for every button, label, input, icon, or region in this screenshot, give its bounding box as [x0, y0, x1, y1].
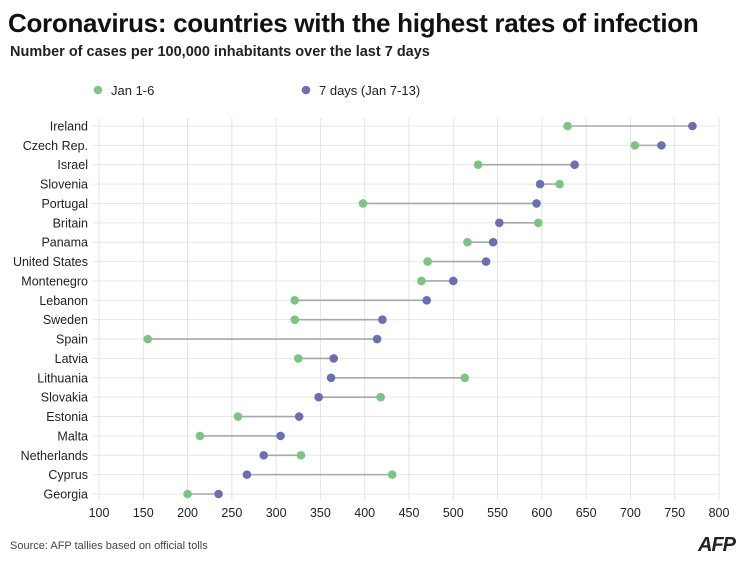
category-label: Georgia — [44, 488, 89, 502]
point-jan-1-6 — [183, 489, 192, 499]
x-tick-label: 700 — [620, 506, 641, 520]
point-jan-7-13 — [570, 160, 579, 170]
point-jan-7-13 — [448, 276, 458, 286]
x-tick-label: 600 — [531, 506, 552, 520]
category-label: Netherlands — [21, 449, 88, 463]
category-label: Lebanon — [39, 294, 88, 308]
point-jan-7-13 — [314, 392, 323, 402]
category-label: Britain — [53, 216, 88, 230]
x-tick-label: 550 — [487, 506, 508, 520]
point-jan-1-6 — [555, 179, 564, 189]
x-tick-label: 200 — [177, 506, 198, 520]
category-label: Portugal — [41, 197, 88, 211]
point-jan-7-13 — [276, 431, 285, 441]
category-label: Latvia — [55, 352, 88, 366]
x-tick-label: 300 — [266, 506, 287, 520]
point-jan-7-13 — [535, 179, 545, 189]
point-jan-1-6 — [563, 121, 572, 131]
category-label: Spain — [56, 333, 88, 347]
point-jan-1-6 — [290, 296, 300, 305]
point-jan-1-6 — [423, 257, 432, 266]
point-jan-7-13 — [326, 373, 336, 383]
category-label: Czech Rep. — [23, 139, 88, 153]
point-jan-1-6 — [143, 334, 153, 344]
x-tick-label: 650 — [576, 506, 597, 520]
point-jan-1-6 — [358, 199, 368, 208]
category-label: Slovenia — [40, 178, 88, 192]
point-jan-1-6 — [293, 354, 303, 363]
category-label: Cyprus — [48, 468, 88, 482]
chart-title: Coronavirus: countries with the highest … — [8, 8, 699, 38]
point-jan-7-13 — [378, 315, 387, 324]
afp-logo: AFP — [698, 534, 736, 556]
point-jan-1-6 — [417, 276, 426, 286]
point-jan-7-13 — [657, 141, 666, 150]
legend-label: Jan 1-6 — [111, 83, 154, 98]
x-tick-label: 150 — [133, 506, 154, 520]
point-jan-7-13 — [372, 334, 382, 344]
source-note: Source: AFP tallies based on official to… — [10, 540, 208, 552]
point-jan-7-13 — [488, 237, 498, 247]
point-jan-7-13 — [422, 296, 432, 305]
x-tick-label: 800 — [709, 506, 730, 520]
x-tick-label: 350 — [310, 506, 331, 520]
point-jan-1-6 — [195, 431, 205, 441]
category-label: Sweden — [43, 313, 88, 327]
x-tick-label: 450 — [399, 506, 420, 520]
category-label: Panama — [41, 236, 88, 250]
point-jan-1-6 — [534, 218, 543, 228]
x-tick-label: 500 — [443, 506, 464, 520]
category-label: Israel — [57, 158, 88, 172]
point-jan-1-6 — [473, 160, 483, 170]
point-jan-1-6 — [387, 470, 397, 479]
point-jan-7-13 — [688, 121, 697, 131]
point-jan-1-6 — [233, 412, 243, 421]
point-jan-7-13 — [329, 354, 339, 363]
x-tick-label: 100 — [89, 506, 110, 520]
x-tick-label: 400 — [354, 506, 375, 520]
category-label: Lithuania — [37, 371, 88, 385]
point-jan-7-13 — [242, 470, 252, 479]
point-jan-7-13 — [214, 489, 223, 499]
category-label: Montenegro — [21, 274, 88, 288]
chart-subtitle: Number of cases per 100,000 inhabitants … — [10, 44, 430, 60]
point-jan-1-6 — [630, 141, 640, 150]
point-jan-7-13 — [532, 199, 541, 208]
point-jan-7-13 — [259, 450, 269, 460]
point-jan-7-13 — [495, 218, 504, 228]
point-jan-7-13 — [294, 412, 304, 421]
point-jan-1-6 — [460, 373, 470, 383]
point-jan-7-13 — [481, 257, 491, 266]
point-jan-1-6 — [463, 237, 472, 247]
legend-marker — [301, 85, 311, 95]
point-jan-1-6 — [296, 450, 306, 460]
category-label: Estonia — [46, 410, 88, 424]
category-label: United States — [13, 255, 88, 269]
point-jan-1-6 — [290, 315, 300, 324]
point-jan-1-6 — [376, 392, 385, 402]
x-tick-label: 250 — [221, 506, 242, 520]
legend-marker — [93, 85, 103, 95]
category-label: Malta — [57, 429, 88, 443]
legend-label: 7 days (Jan 7-13) — [319, 83, 420, 98]
x-tick-label: 750 — [664, 506, 685, 520]
category-label: Ireland — [50, 120, 88, 134]
category-label: Slovakia — [41, 391, 88, 405]
